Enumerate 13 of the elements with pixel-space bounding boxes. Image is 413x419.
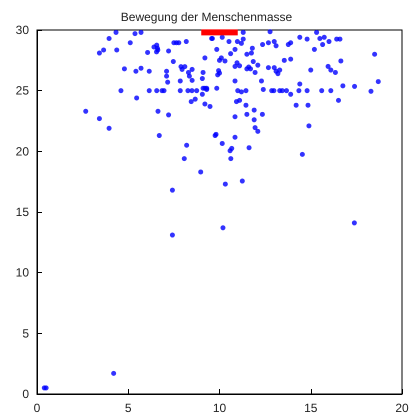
y-tick-label: 10 <box>16 266 30 280</box>
chart-title: Bewegung der Menschenmasse <box>120 10 293 24</box>
x-tick-label: 20 <box>395 401 409 415</box>
y-tick-label: 20 <box>16 144 30 158</box>
y-tick-label: 15 <box>16 205 30 219</box>
x-tick-label: 10 <box>212 401 226 415</box>
y-tick-label: 0 <box>22 387 30 401</box>
y-tick-label: 5 <box>22 326 30 340</box>
x-tick-label: 0 <box>34 401 41 415</box>
y-tick-label: 25 <box>16 84 30 98</box>
x-tick-label: 15 <box>304 401 318 415</box>
y-tick-label: 30 <box>16 23 30 37</box>
x-tick-label: 5 <box>124 401 132 415</box>
